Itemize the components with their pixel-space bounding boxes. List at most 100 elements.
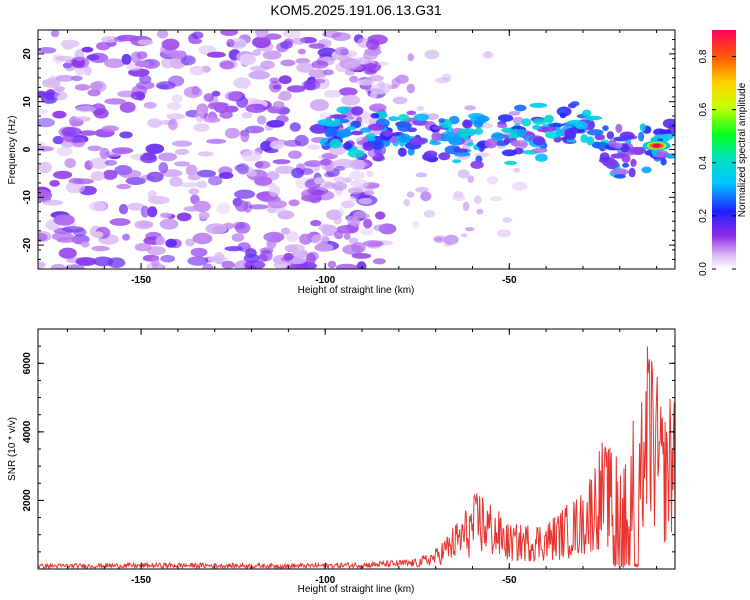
heatmap-noise-blob — [180, 55, 196, 66]
heatmap-signal-blob — [653, 134, 667, 139]
heatmap-signal-blob — [535, 153, 548, 162]
heatmap-noise-blob — [202, 263, 214, 269]
heatmap-noise-blob — [308, 69, 327, 79]
heatmap-noise-blob — [462, 201, 470, 211]
snr-x-ticks: -150 -100 -50 — [66, 329, 658, 586]
heatmap-noise-blob — [79, 130, 97, 136]
heatmap-noise-blob — [53, 91, 68, 101]
heatmap-noise-blob — [441, 73, 452, 81]
x-tick-label: -150 — [131, 275, 151, 286]
heatmap-noise-blob — [102, 169, 118, 180]
heatmap-noise-blob — [233, 77, 251, 89]
heatmap-noise-blob — [80, 241, 90, 248]
heatmap-noise-blob — [467, 175, 475, 183]
heatmap-noise-blob — [55, 74, 75, 82]
heatmap-signal-blob — [532, 137, 546, 146]
heatmap-noise-blob — [286, 231, 299, 243]
heatmap-signal-blob — [638, 131, 645, 142]
heatmap-noise-blob — [189, 65, 205, 76]
heatmap-signal-blob — [605, 159, 619, 170]
heatmap-noise-blob — [171, 94, 183, 103]
heatmap-noise-blob — [188, 188, 200, 195]
heatmap-noise-blob — [248, 70, 270, 80]
heatmap-noise-blob — [155, 236, 166, 246]
heatmap-signal-blob — [382, 130, 393, 137]
heatmap-noise-blob — [518, 141, 529, 147]
heatmap-noise-blob — [38, 141, 46, 148]
heatmap-signal-blob — [452, 159, 462, 164]
heatmap-signal-blob — [594, 133, 605, 141]
heatmap-noise-blob — [74, 116, 91, 122]
heatmap-noise-blob — [74, 84, 91, 91]
heatmap-noise-blob — [260, 140, 273, 152]
heatmap-noise-blob — [313, 177, 324, 185]
heatmap-noise-blob — [40, 92, 58, 104]
heatmap-noise-blob — [296, 62, 315, 73]
heatmap-signal-blob — [366, 137, 376, 142]
heatmap-noise-blob — [324, 182, 337, 189]
x-tick-label: -100 — [315, 575, 335, 586]
heatmap-signal-blob — [602, 125, 609, 131]
colorbar: 0.0 0.2 0.4 0.6 0.8 Normalized spectral ampl… — [698, 30, 748, 276]
heatmap-noise-blob — [423, 210, 436, 218]
heatmap-noise-blob — [140, 205, 150, 218]
heatmap-noise-blob — [368, 74, 384, 82]
heatmap-noise-blob — [268, 184, 281, 197]
spectrogram-x-ticks: -150 -100 -50 — [66, 30, 658, 286]
heatmap-noise-blob — [314, 243, 334, 252]
heatmap-noise-blob — [49, 180, 60, 187]
heatmap-noise-blob — [91, 245, 110, 252]
heatmap-noise-blob — [344, 61, 356, 68]
heatmap-signal-blob — [413, 113, 429, 122]
heatmap-noise-blob — [216, 202, 231, 215]
heatmap-signal-blob — [630, 158, 637, 167]
heatmap-noise-blob — [486, 176, 499, 185]
heatmap-noise-blob — [83, 65, 92, 76]
heatmap-noise-blob — [211, 90, 221, 97]
heatmap-noise-blob — [254, 176, 273, 186]
heatmap-noise-blob — [65, 181, 86, 194]
heatmap-signal-blob — [659, 129, 672, 135]
heatmap-noise-blob — [348, 170, 365, 180]
heatmap-signal-blob — [521, 118, 532, 127]
heatmap-noise-blob — [311, 60, 329, 69]
heatmap-signal-blob — [474, 127, 484, 135]
heatmap-signal-blob — [409, 137, 427, 146]
heatmap-noise-blob — [363, 51, 378, 60]
heatmap-noise-blob — [143, 101, 157, 109]
heatmap-signal-blob — [660, 157, 667, 166]
x-tick-label: -100 — [315, 275, 335, 286]
heatmap-signal-blob — [329, 114, 348, 119]
heatmap-noise-blob — [280, 59, 296, 67]
heatmap-noise-blob — [457, 169, 470, 179]
heatmap-signal-blob — [467, 142, 474, 147]
heatmap-signal-blob — [429, 140, 442, 146]
heatmap-noise-blob — [119, 169, 142, 179]
heatmap-noise-blob — [176, 212, 192, 222]
heatmap-noise-blob — [268, 81, 282, 93]
heatmap-signal-blob — [448, 135, 463, 146]
heatmap-noise-blob — [160, 212, 172, 219]
heatmap-signal-blob — [431, 131, 442, 142]
heatmap-signal-blob — [462, 119, 473, 129]
heatmap-signal-blob — [580, 134, 588, 143]
heatmap-noise-blob — [377, 61, 389, 66]
heatmap-noise-blob — [147, 190, 157, 200]
heatmap-noise-blob — [38, 261, 46, 269]
heatmap-noise-blob — [310, 99, 329, 112]
heatmap-noise-blob — [38, 47, 57, 54]
heatmap-noise-blob — [289, 122, 301, 132]
heatmap-signal-blob — [350, 130, 364, 136]
heatmap-noise-blob — [321, 224, 338, 236]
heatmap-noise-blob — [62, 226, 85, 233]
heatmap-noise-blob — [117, 34, 139, 42]
heatmap-noise-blob — [140, 153, 158, 164]
heatmap-signal-blob — [397, 122, 412, 132]
spectrogram-y-ticks: -20 -10 0 10 20 — [22, 29, 675, 270]
heatmap-signal-blob — [336, 106, 351, 114]
heatmap-signal-blob — [370, 112, 380, 119]
heatmap-signal-blob — [497, 123, 508, 129]
heatmap-noise-blob — [243, 253, 260, 263]
heatmap-noise-blob — [147, 118, 163, 128]
